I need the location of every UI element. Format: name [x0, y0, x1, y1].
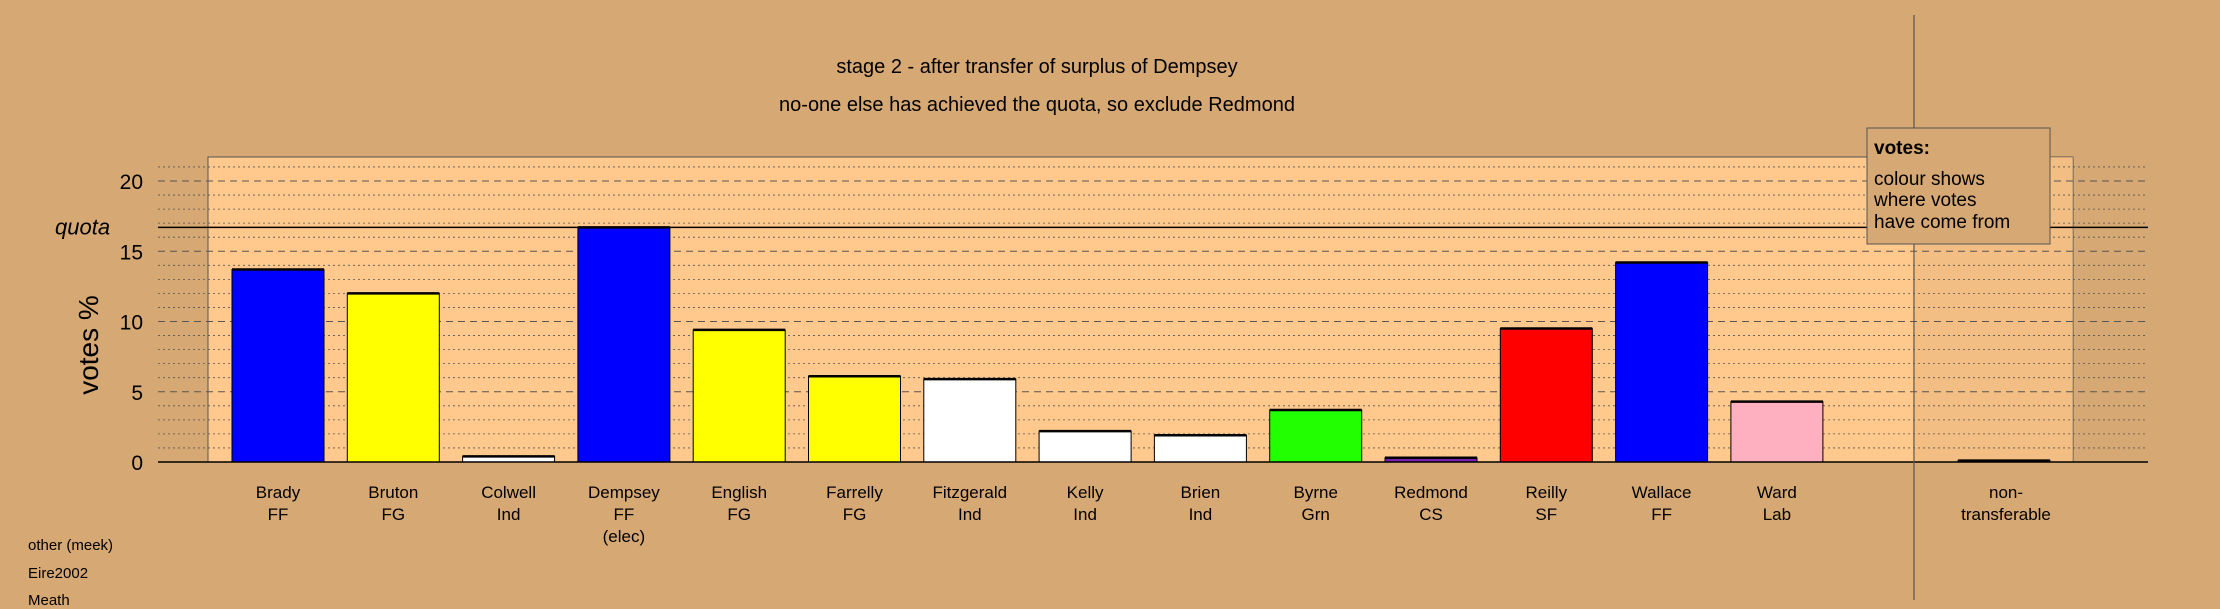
x-tick-label: Dempsey — [588, 483, 660, 502]
bar-brien — [1153, 434, 1247, 463]
bar-wallace — [1615, 261, 1709, 463]
legend-line-1: colour shows — [1874, 169, 1985, 190]
legend-line-3: have come from — [1874, 212, 2010, 233]
footnote-election: Eire2002 — [28, 565, 89, 582]
x-tick-label: Fitzgerald — [932, 483, 1007, 502]
x-tick-label: Lab — [1763, 505, 1791, 524]
y-tick-label: 0 — [131, 452, 143, 475]
chart-subtitle: no-one else has achieved the quota, so e… — [779, 94, 1295, 116]
bar-kelly — [1038, 430, 1132, 463]
x-tick-label: Wallace — [1632, 483, 1692, 502]
y-tick-label: 20 — [120, 171, 143, 194]
x-tick-label: FF — [268, 505, 289, 524]
x-tick-label: non- — [1989, 483, 2023, 502]
x-tick-label: Ind — [1073, 505, 1097, 524]
bar-bruton — [346, 292, 440, 463]
bar-farrelly — [808, 375, 901, 463]
chart-title: stage 2 - after transfer of surplus of D… — [836, 56, 1237, 78]
footnote-method: other (meek) — [28, 537, 114, 554]
y-tick-label: 5 — [131, 382, 143, 405]
x-tick-label: Ind — [497, 505, 521, 524]
x-tick-label: FF — [1651, 505, 1672, 524]
x-tick-label: FG — [381, 505, 405, 524]
x-tick-label: Brien — [1181, 483, 1221, 502]
x-tick-label: FF — [614, 505, 635, 524]
x-tick-label: Ind — [958, 505, 982, 524]
x-tick-label: Bruton — [368, 483, 418, 502]
grid — [158, 166, 2148, 449]
legend: votes: colour shows where votes have com… — [1866, 127, 2051, 245]
bar-dempsey — [577, 226, 671, 463]
x-tick-label: Farrelly — [826, 483, 883, 502]
legend-line-2: where votes — [1873, 190, 1976, 211]
x-tick-label: English — [711, 483, 767, 502]
bar-ward — [1730, 401, 1824, 463]
footnote-constituency: Meath — [28, 592, 70, 609]
x-tick-label: Grn — [1302, 505, 1330, 524]
x-tick-label: Byrne — [1293, 483, 1337, 502]
x-tick-label: Brady — [256, 483, 301, 502]
x-tick-label: Ind — [1189, 505, 1213, 524]
y-axis-label: votes % — [73, 295, 104, 395]
legend-title: votes: — [1874, 138, 1930, 159]
bars — [231, 226, 2051, 463]
x-tick-label: Reilly — [1526, 483, 1568, 502]
bar-fitzgerald — [923, 378, 1017, 463]
x-tick-labels: Brady FF Bruton FG Colwell Ind Dempsey FF (elec)… — [256, 483, 2051, 546]
quota-label: quota — [55, 214, 110, 239]
x-tick-label: FG — [727, 505, 751, 524]
x-tick-label: SF — [1535, 505, 1557, 524]
x-tick-label: transferable — [1961, 505, 2051, 524]
bar-brady — [231, 269, 325, 463]
x-tick-label: Kelly — [1067, 483, 1104, 502]
x-tick-label: FG — [843, 505, 867, 524]
bar-reilly — [1499, 328, 1593, 463]
x-tick-label: CS — [1419, 505, 1443, 524]
x-tick-label: Colwell — [481, 483, 536, 502]
bar-byrne — [1269, 409, 1363, 463]
legend-box — [1866, 127, 2051, 245]
y-tick-label: 15 — [120, 241, 143, 264]
y-tick-labels: 0 5 10 15 20 — [120, 171, 143, 475]
x-tick-label: Redmond — [1394, 483, 1468, 502]
y-tick-label: 10 — [120, 312, 143, 335]
bar-english — [692, 329, 786, 463]
x-tick-label: (elec) — [603, 527, 646, 546]
x-tick-label: Ward — [1757, 483, 1797, 502]
